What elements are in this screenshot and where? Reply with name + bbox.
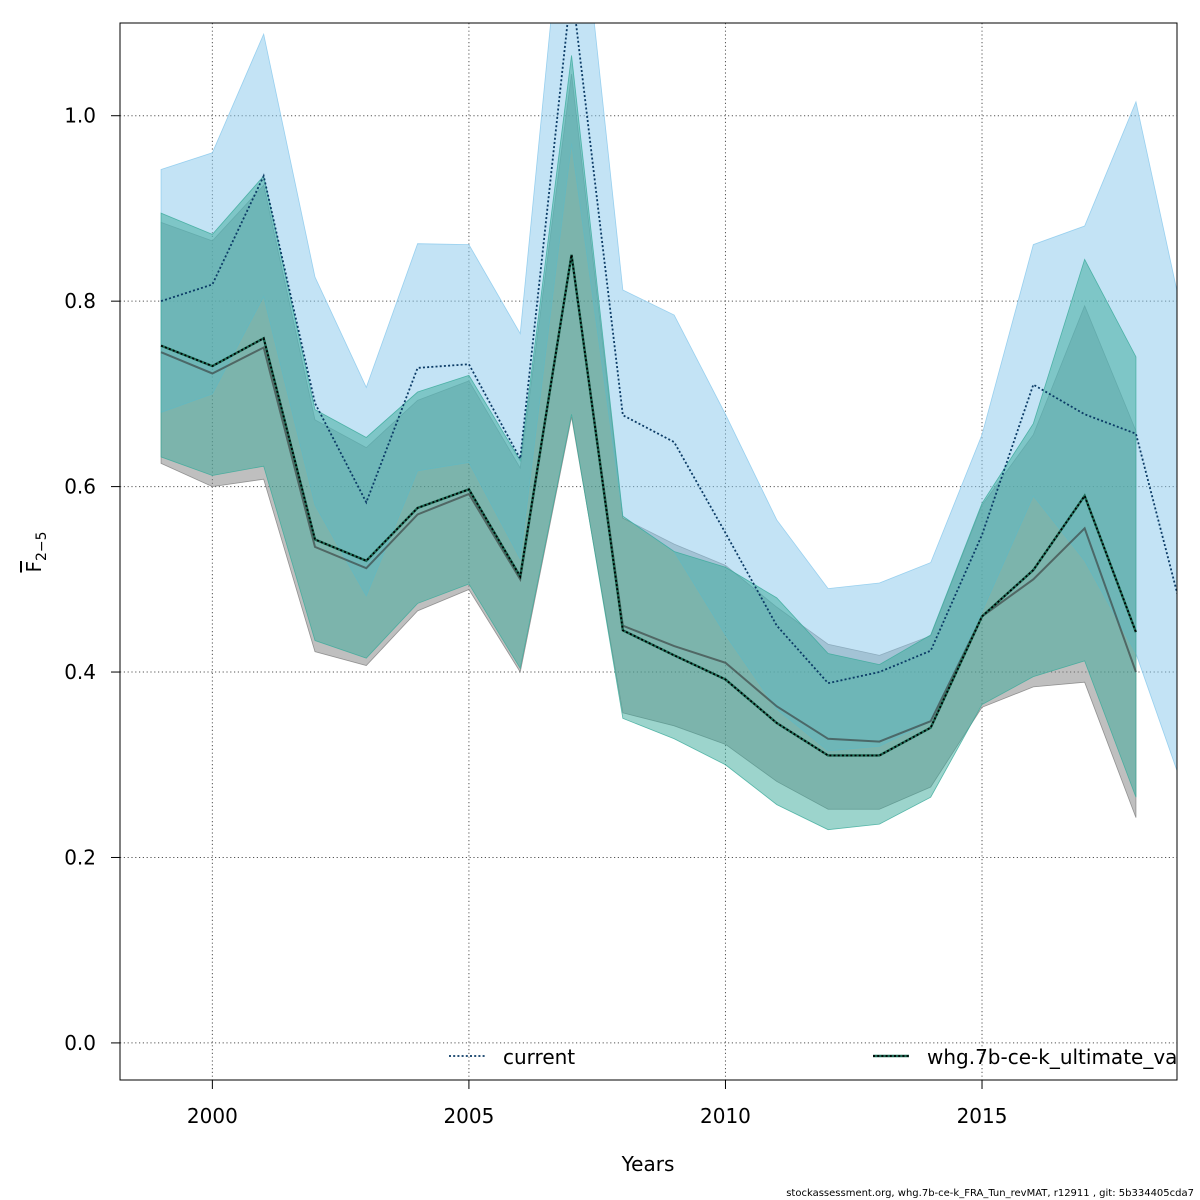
- y-tick-label: 0.8: [64, 289, 96, 313]
- x-tick-label: 2000: [187, 1104, 238, 1128]
- y-axis: 0.0 0.2 0.4 0.6 0.8 1.0: [64, 104, 120, 1055]
- y-tick-label: 1.0: [64, 104, 96, 128]
- x-tick-label: 2010: [700, 1104, 751, 1128]
- band-whg-7b-ce-k-ultimate-va: [160, 55, 1137, 831]
- line-current: [160, 23, 1177, 685]
- svg-text:F2−5: F2−5: [22, 531, 50, 572]
- y-tick-label: 0.2: [64, 845, 96, 869]
- legend-label-e: e: [105, 1045, 117, 1069]
- y-axis-title-main: F: [22, 561, 46, 573]
- confidence-bands: [160, 23, 1177, 831]
- plot-frame: [119, 22, 1178, 1081]
- y-axis-title: F2−5: [22, 531, 50, 572]
- series-lines: [160, 23, 1177, 757]
- x-tick-label: 2015: [957, 1104, 1008, 1128]
- footer-credit: stockassessment.org, whg.7b-ce-k_FRA_Tun…: [786, 1188, 1194, 1199]
- y-tick-label: 0.6: [64, 475, 96, 499]
- x-axis: 2000 2005 2010 2015: [187, 1080, 1008, 1128]
- y-tick-label: 0.0: [64, 1031, 96, 1055]
- x-axis-title: Years: [621, 1152, 675, 1176]
- legend-label-current: current: [503, 1045, 575, 1069]
- legend-label-whg-7b-ce-k-ultimate-va: whg.7b-ce-k_ultimate_va: [927, 1045, 1177, 1069]
- legend: e current whg.7b-ce-k_ultimate_va: [105, 1045, 1177, 1069]
- y-tick-label: 0.4: [64, 660, 96, 684]
- y-axis-title-sub: 2−5: [34, 531, 50, 561]
- line-whg-7b-ce-k-ultimate-va: [160, 254, 1137, 757]
- x-tick-label: 2005: [443, 1104, 494, 1128]
